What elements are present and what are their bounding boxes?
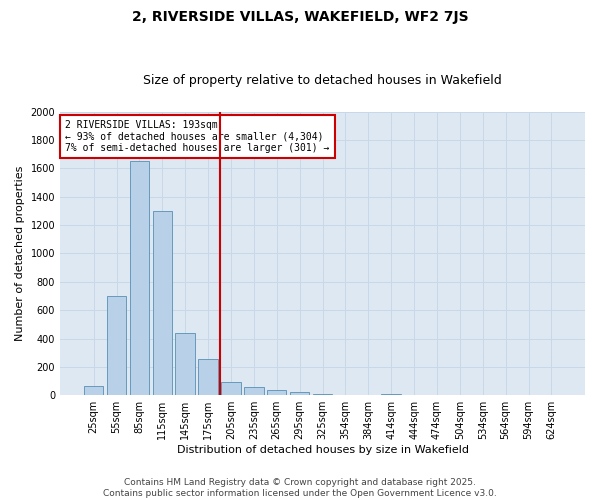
- Bar: [221, 382, 241, 395]
- Bar: [290, 392, 310, 395]
- Bar: [130, 162, 149, 395]
- Bar: [382, 394, 401, 395]
- Bar: [175, 333, 195, 395]
- Bar: [199, 359, 218, 395]
- Text: 2, RIVERSIDE VILLAS, WAKEFIELD, WF2 7JS: 2, RIVERSIDE VILLAS, WAKEFIELD, WF2 7JS: [131, 10, 469, 24]
- Text: Contains HM Land Registry data © Crown copyright and database right 2025.
Contai: Contains HM Land Registry data © Crown c…: [103, 478, 497, 498]
- Bar: [152, 211, 172, 395]
- Bar: [84, 386, 103, 395]
- Bar: [267, 390, 286, 395]
- Text: 2 RIVERSIDE VILLAS: 193sqm
← 93% of detached houses are smaller (4,304)
7% of se: 2 RIVERSIDE VILLAS: 193sqm ← 93% of deta…: [65, 120, 329, 154]
- Title: Size of property relative to detached houses in Wakefield: Size of property relative to detached ho…: [143, 74, 502, 87]
- Bar: [107, 296, 126, 395]
- X-axis label: Distribution of detached houses by size in Wakefield: Distribution of detached houses by size …: [176, 445, 469, 455]
- Bar: [313, 394, 332, 395]
- Y-axis label: Number of detached properties: Number of detached properties: [15, 166, 25, 341]
- Bar: [244, 388, 263, 395]
